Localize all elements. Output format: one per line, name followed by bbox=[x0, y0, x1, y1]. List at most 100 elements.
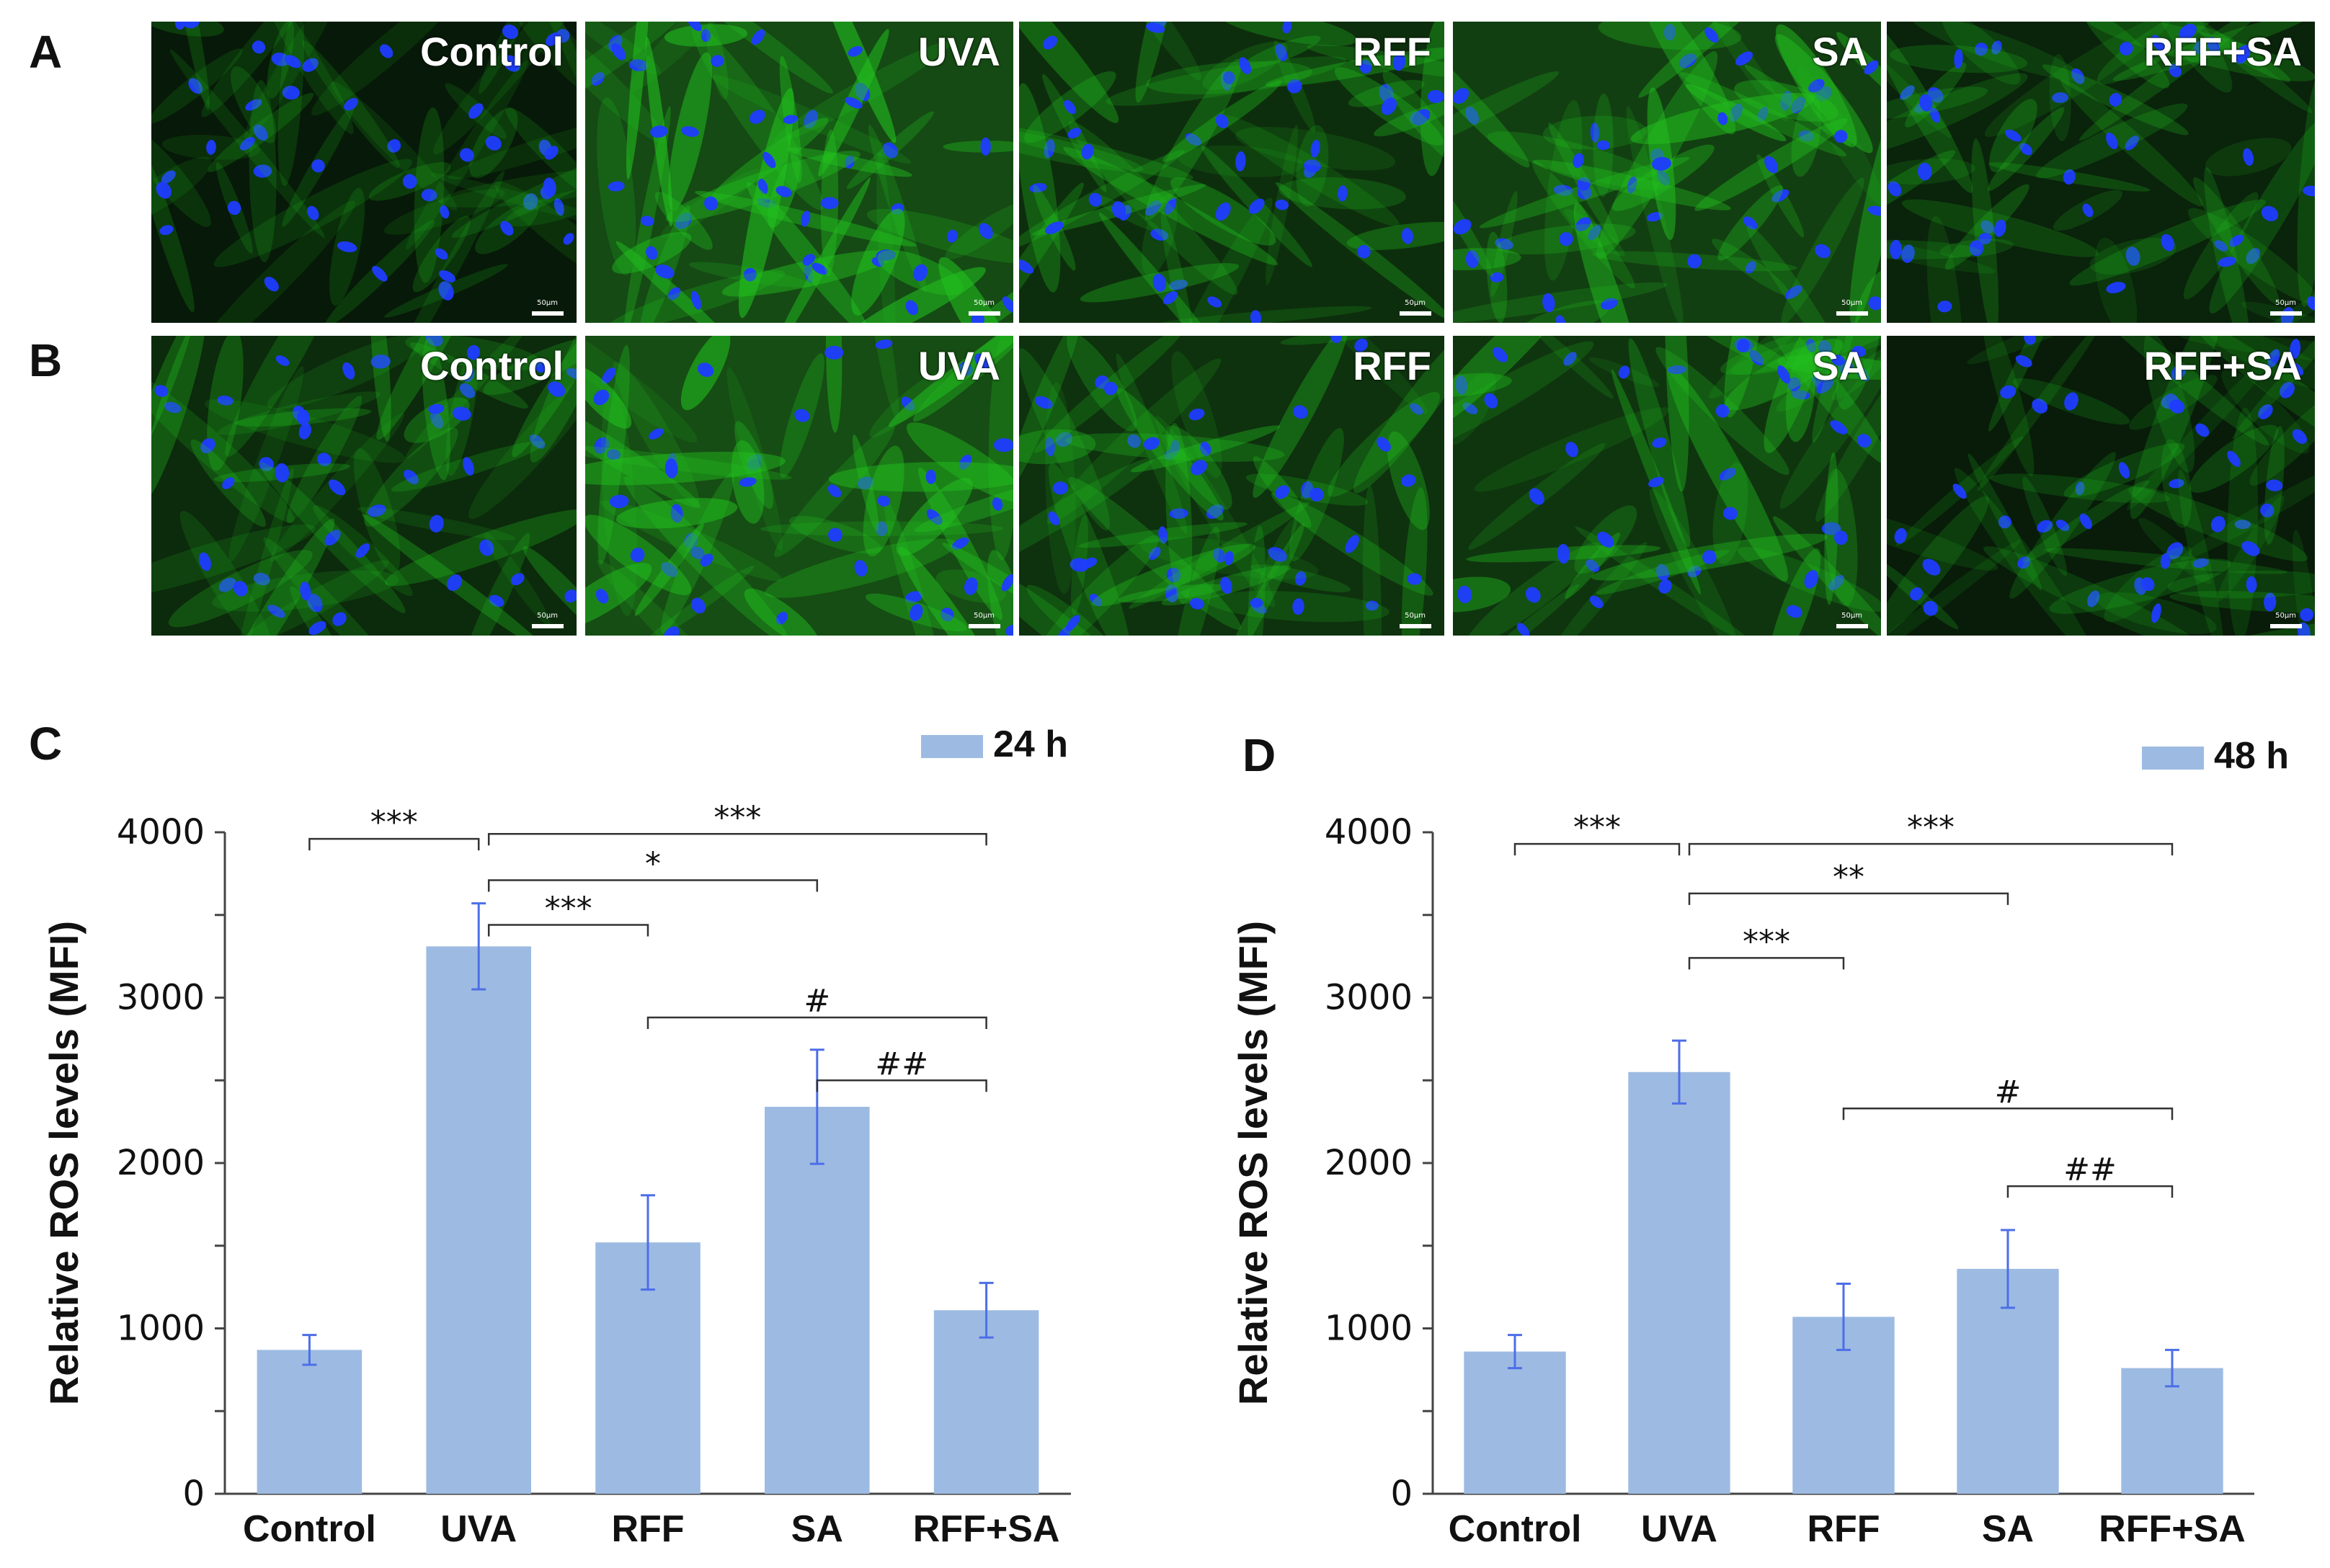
cell-nucleus bbox=[1081, 143, 1094, 160]
cell-nucleus bbox=[468, 103, 484, 119]
cell-nucleus bbox=[1152, 273, 1167, 292]
cell-nucleus bbox=[1704, 27, 1719, 43]
chart-svg-24h: 0 1000 2000 3000 4000 Relative ROS levels (MF… bbox=[41, 723, 1071, 1550]
y-tick-label: 4000 bbox=[117, 812, 205, 852]
cell-nucleus bbox=[650, 125, 668, 138]
cell-nucleus bbox=[1065, 615, 1080, 632]
y-axis-label: Relative ROS levels (MFI) bbox=[41, 921, 86, 1405]
cell-nucleus bbox=[1777, 365, 1791, 384]
cell-nucleus bbox=[307, 205, 319, 220]
cell-nucleus bbox=[2087, 590, 2100, 607]
cell-nucleus bbox=[801, 210, 811, 227]
cell-nucleus bbox=[404, 469, 419, 484]
cell-nucleus bbox=[2179, 24, 2197, 40]
significance-label: *** bbox=[1743, 923, 1790, 960]
panel-letter-c: C bbox=[29, 718, 63, 770]
cell-nucleus bbox=[979, 223, 993, 239]
cell-nucleus bbox=[435, 248, 448, 260]
significance-label: # bbox=[804, 983, 830, 1020]
cell-nucleus bbox=[701, 29, 711, 43]
y-tick-label: 1000 bbox=[1325, 1309, 1413, 1349]
cell-nucleus bbox=[910, 604, 923, 621]
cell-nucleus bbox=[2234, 520, 2251, 530]
cell-nucleus bbox=[611, 43, 626, 61]
cell-nucleus bbox=[2079, 513, 2092, 530]
cell-nucleus bbox=[1185, 133, 1201, 146]
bar bbox=[933, 1310, 1039, 1494]
cell-nucleus bbox=[1191, 460, 1207, 476]
cell-nucleus bbox=[1359, 60, 1372, 74]
micrograph-label: RFF bbox=[1353, 29, 1431, 74]
cell-nucleus bbox=[1292, 598, 1304, 615]
cell-nucleus bbox=[668, 287, 681, 300]
cell-nucleus bbox=[1969, 240, 1984, 257]
cell-nucleus bbox=[2246, 248, 2261, 264]
micrograph-b-control: Control 50μm bbox=[151, 336, 577, 636]
cell-nucleus bbox=[1338, 185, 1348, 202]
y-tick-label: 3000 bbox=[117, 978, 205, 1018]
cell-nucleus bbox=[1239, 57, 1251, 75]
cell-nucleus bbox=[661, 562, 678, 577]
cell-nucleus bbox=[446, 574, 463, 592]
cell-nucleus bbox=[227, 200, 241, 215]
y-tick-label: 1000 bbox=[117, 1309, 205, 1349]
cell-nucleus bbox=[1818, 340, 1831, 355]
cell-nucleus bbox=[300, 582, 311, 601]
cell-nucleus bbox=[402, 174, 417, 189]
scale-bar-label: 50μm bbox=[1405, 299, 1426, 307]
cell-nucleus bbox=[824, 345, 844, 360]
scale-bar bbox=[2270, 311, 2302, 316]
cell-nucleus bbox=[876, 249, 897, 261]
cell-nucleus bbox=[510, 573, 525, 586]
cell-nucleus bbox=[1034, 396, 1053, 409]
micrograph-a-rff-plus-sa: RFF+SA 50μm bbox=[1887, 22, 2315, 323]
cell-nucleus bbox=[743, 267, 757, 282]
category-label: SA bbox=[791, 1508, 843, 1550]
cell-nucleus bbox=[1427, 89, 1444, 104]
cell-nucleus bbox=[1917, 162, 1932, 181]
cell-nucleus bbox=[1974, 43, 1988, 56]
cell-nucleus bbox=[684, 533, 698, 549]
cell-nucleus bbox=[253, 572, 270, 586]
cell-nucleus bbox=[1303, 159, 1321, 173]
cell-nucleus bbox=[845, 97, 863, 109]
cell-nucleus bbox=[993, 438, 1013, 453]
cell-nucleus bbox=[479, 539, 494, 556]
cell-nucleus bbox=[783, 115, 799, 125]
cell-nucleus bbox=[854, 560, 868, 577]
cell-nucleus bbox=[1493, 347, 1508, 362]
significance-label: # bbox=[1995, 1074, 2022, 1110]
cell-nucleus bbox=[2169, 399, 2185, 414]
cell-nucleus bbox=[1275, 199, 1289, 210]
cell-nucleus bbox=[282, 85, 300, 100]
cell-nucleus bbox=[750, 110, 765, 124]
cell-nucleus bbox=[1215, 114, 1229, 128]
cell-nucleus bbox=[198, 552, 212, 571]
cell-nucleus bbox=[275, 463, 290, 483]
cell-nucleus bbox=[534, 360, 547, 373]
cell-nucleus bbox=[2210, 516, 2225, 533]
bar bbox=[426, 946, 531, 1494]
significance-label: *** bbox=[1573, 809, 1621, 846]
cell-nucleus bbox=[2306, 296, 2315, 311]
cell-nucleus bbox=[1719, 468, 1736, 481]
micrograph-label: Control bbox=[419, 343, 564, 388]
cell-nucleus bbox=[681, 126, 699, 137]
cell-nucleus bbox=[2289, 362, 2304, 375]
cell-nucleus bbox=[664, 458, 678, 478]
cell-nucleus bbox=[974, 353, 990, 370]
scale-bar bbox=[532, 624, 564, 628]
scale-bar-label: 50μm bbox=[974, 612, 995, 620]
cell-nucleus bbox=[1919, 94, 1933, 112]
cell-nucleus bbox=[2037, 520, 2053, 533]
cell-nucleus bbox=[1894, 527, 1907, 544]
cell-nucleus bbox=[959, 361, 973, 376]
cell-nucleus bbox=[1573, 153, 1584, 169]
cell-nucleus bbox=[421, 189, 437, 202]
cell-nucleus bbox=[804, 110, 818, 129]
scale-bar-label: 50μm bbox=[1841, 299, 1862, 307]
scale-bar-label: 50μm bbox=[974, 299, 995, 307]
cell-nucleus bbox=[379, 44, 393, 58]
cell-nucleus bbox=[703, 196, 719, 211]
cell-nucleus bbox=[1597, 531, 1614, 548]
